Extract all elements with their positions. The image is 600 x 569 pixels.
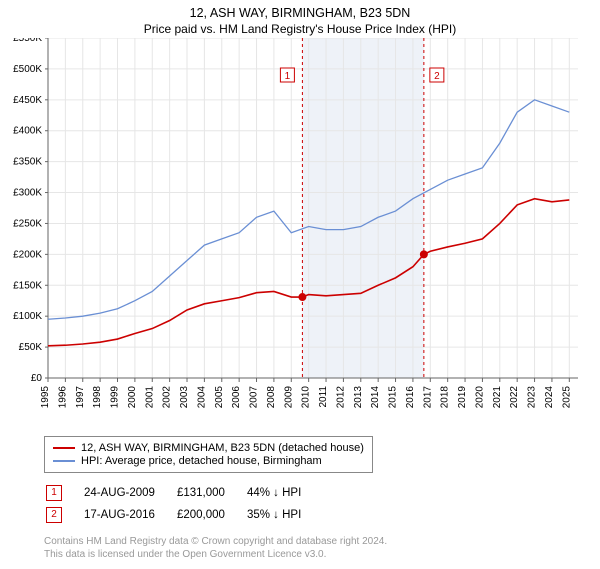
attribution-footer: Contains HM Land Registry data © Crown c… (44, 535, 600, 569)
legend-swatch-property (53, 447, 75, 449)
svg-text:1997: 1997 (75, 386, 86, 409)
transaction-marker-icon: 1 (46, 485, 62, 501)
svg-text:2015: 2015 (388, 386, 399, 409)
svg-text:2022: 2022 (509, 386, 520, 409)
svg-text:2019: 2019 (457, 386, 468, 409)
chart-title-block: 12, ASH WAY, BIRMINGHAM, B23 5DN Price p… (0, 0, 600, 38)
svg-text:2: 2 (434, 71, 440, 82)
legend-row: HPI: Average price, detached house, Birm… (53, 455, 364, 467)
svg-text:£500K: £500K (13, 64, 42, 75)
svg-text:2013: 2013 (353, 386, 364, 409)
table-row: 2 17-AUG-2016 £200,000 35% ↓ HPI (46, 505, 321, 525)
svg-text:2011: 2011 (318, 386, 329, 408)
transaction-delta: 44% ↓ HPI (247, 483, 321, 503)
svg-text:£100K: £100K (13, 311, 42, 322)
svg-text:2001: 2001 (144, 386, 155, 409)
svg-text:2002: 2002 (162, 386, 173, 409)
svg-text:£50K: £50K (19, 342, 43, 353)
svg-text:2014: 2014 (370, 386, 381, 409)
svg-text:2000: 2000 (127, 386, 138, 409)
chart-subtitle: Price paid vs. HM Land Registry's House … (0, 22, 600, 36)
svg-text:£350K: £350K (13, 157, 42, 168)
legend-label: HPI: Average price, detached house, Birm… (81, 455, 322, 467)
svg-text:£0: £0 (31, 373, 43, 384)
table-row: 1 24-AUG-2009 £131,000 44% ↓ HPI (46, 483, 321, 503)
chart-legend: 12, ASH WAY, BIRMINGHAM, B23 5DN (detach… (44, 436, 373, 473)
svg-text:2018: 2018 (440, 386, 451, 409)
legend-label: 12, ASH WAY, BIRMINGHAM, B23 5DN (detach… (81, 442, 364, 454)
transaction-date: 17-AUG-2016 (84, 505, 175, 525)
footer-line: This data is licensed under the Open Gov… (44, 548, 600, 561)
svg-text:2008: 2008 (266, 386, 277, 409)
svg-text:2016: 2016 (405, 386, 416, 409)
svg-text:£200K: £200K (13, 249, 42, 260)
svg-text:2005: 2005 (214, 386, 225, 409)
svg-text:2020: 2020 (474, 386, 485, 409)
svg-text:2025: 2025 (561, 386, 572, 409)
svg-text:2023: 2023 (527, 386, 538, 409)
svg-text:2012: 2012 (335, 386, 346, 409)
svg-text:£250K: £250K (13, 218, 42, 229)
svg-text:£450K: £450K (13, 95, 42, 106)
svg-text:2007: 2007 (249, 386, 260, 409)
transaction-price: £131,000 (177, 483, 245, 503)
svg-text:2024: 2024 (544, 386, 555, 409)
svg-text:1996: 1996 (57, 386, 68, 409)
svg-text:1: 1 (285, 71, 291, 82)
transaction-marker-icon: 2 (46, 507, 62, 523)
svg-text:£550K: £550K (13, 38, 42, 44)
price-vs-hpi-chart: £0 £50K £100K £150K £200K £250K £300K £350K £400… (0, 38, 600, 430)
footer-line: Contains HM Land Registry data © Crown c… (44, 535, 600, 548)
svg-text:2017: 2017 (422, 386, 433, 409)
svg-text:1998: 1998 (92, 386, 103, 409)
svg-text:2021: 2021 (492, 386, 503, 409)
legend-swatch-hpi (53, 460, 75, 462)
transactions-table: 1 24-AUG-2009 £131,000 44% ↓ HPI 2 17-AU… (44, 481, 323, 527)
legend-row: 12, ASH WAY, BIRMINGHAM, B23 5DN (detach… (53, 442, 364, 454)
svg-text:2004: 2004 (196, 386, 207, 409)
svg-text:£400K: £400K (13, 126, 42, 137)
svg-text:1995: 1995 (40, 386, 51, 409)
transaction-delta: 35% ↓ HPI (247, 505, 321, 525)
svg-text:1999: 1999 (110, 386, 121, 409)
transaction-price: £200,000 (177, 505, 245, 525)
svg-text:£300K: £300K (13, 188, 42, 199)
svg-text:2003: 2003 (179, 386, 190, 409)
chart-title: 12, ASH WAY, BIRMINGHAM, B23 5DN (0, 6, 600, 20)
svg-text:2006: 2006 (231, 386, 242, 409)
svg-text:2010: 2010 (301, 386, 312, 409)
transaction-date: 24-AUG-2009 (84, 483, 175, 503)
svg-text:2009: 2009 (283, 386, 294, 409)
svg-text:£150K: £150K (13, 280, 42, 291)
